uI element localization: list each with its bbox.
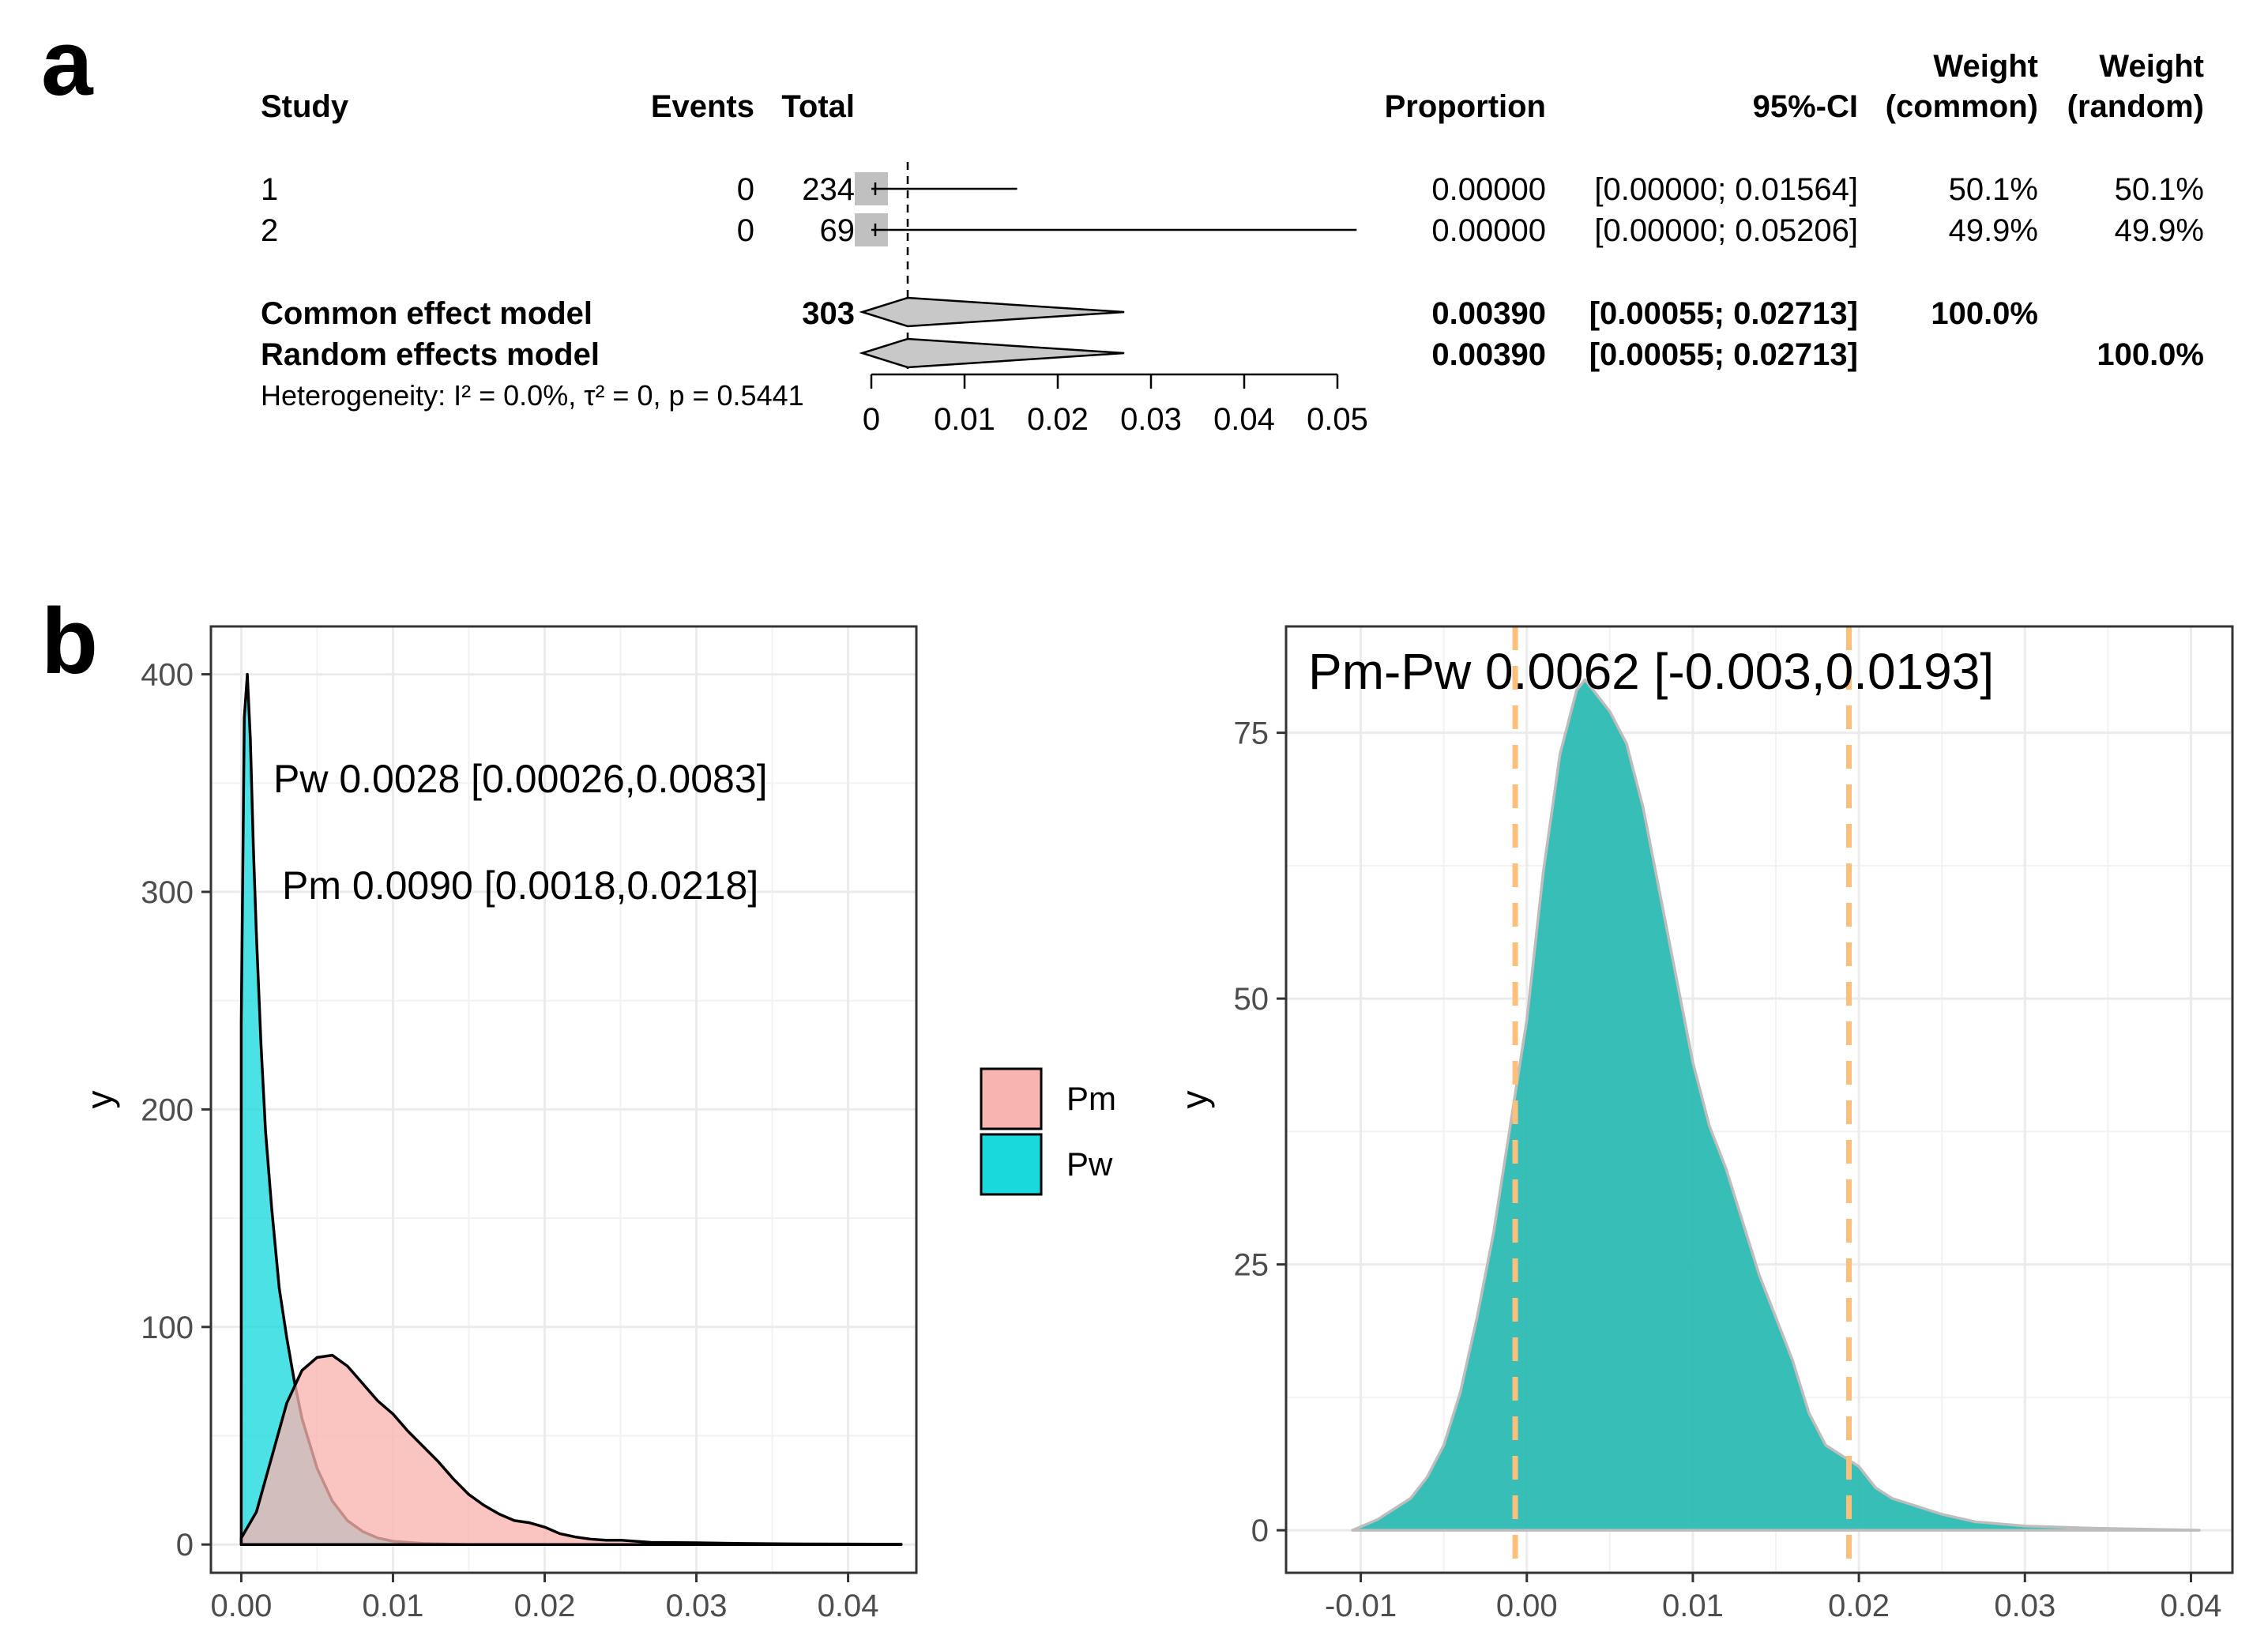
x-axis-tick-label: 0.03 xyxy=(1994,1589,2055,1623)
y-axis-tick-label: 100 xyxy=(141,1311,194,1345)
header-study: Study xyxy=(261,89,349,124)
random-model-proportion: 0.00390 xyxy=(1431,337,1546,372)
study-ci: [0.00000; 0.01564] xyxy=(1594,172,1858,207)
density-area-pm-pw xyxy=(1351,678,2201,1532)
study-ci: [0.00000; 0.05206] xyxy=(1594,213,1858,248)
y-axis-title: y xyxy=(79,1091,120,1109)
study-row: 2 0 69 0.00000 [0.00000; 0.05206] 49.9% … xyxy=(261,213,2204,248)
density-chart-left: 0.00 0.01 0.02 0.03 0.04 0 100 200 300 400 y Pw 0.0… xyxy=(79,625,918,1623)
x-axis-tick-label: 0.01 xyxy=(1662,1589,1724,1623)
x-axis-tick-label: 0.03 xyxy=(666,1589,728,1623)
header-total: Total xyxy=(781,89,855,124)
study-total: 69 xyxy=(820,213,856,248)
common-model-label: Common effect model xyxy=(261,296,592,331)
header-weight-random-bottom: (random) xyxy=(2067,89,2204,124)
header-ci: 95%-CI xyxy=(1753,89,1858,124)
x-axis-tick-label: 0.00 xyxy=(1496,1589,1558,1623)
header-weight-common-top: Weight xyxy=(1933,49,2038,84)
random-model-ci: [0.00055; 0.02713] xyxy=(1589,337,1858,372)
common-model-total: 303 xyxy=(802,296,855,331)
y-axis-tick-label: 0 xyxy=(176,1528,194,1563)
study-id: 2 xyxy=(261,213,278,248)
x-axis-tick-label: 0.02 xyxy=(1828,1589,1890,1623)
forest-axis-tick-label: 0.01 xyxy=(934,402,995,437)
header-weight-random-top: Weight xyxy=(2099,49,2204,84)
annotation-text: Pm 0.0090 [0.0018,0.0218] xyxy=(282,863,758,908)
study-proportion: 0.00000 xyxy=(1431,172,1546,207)
study-events: 0 xyxy=(737,172,754,207)
study-weight-common: 49.9% xyxy=(1949,213,2038,248)
x-axis-tick-label: 0.04 xyxy=(818,1589,879,1623)
header-proportion: Proportion xyxy=(1385,89,1546,124)
forest-plot: 0 0.01 0.02 0.03 0.04 0.05 xyxy=(855,162,1368,437)
study-proportion: 0.00000 xyxy=(1431,213,1546,248)
y-axis-tick-label: 25 xyxy=(1234,1248,1269,1283)
y-axis-tick-label: 200 xyxy=(141,1093,194,1127)
panel-a: a Study Events Total Proportion 95%-CI W… xyxy=(41,11,2204,437)
random-model-label: Random effects model xyxy=(261,337,600,372)
study-total: 234 xyxy=(802,172,855,207)
x-axis-tick-label: -0.01 xyxy=(1325,1589,1397,1623)
legend-label-pm: Pm xyxy=(1066,1080,1116,1117)
study-events: 0 xyxy=(737,213,754,248)
forest-axis-tick-label: 0.03 xyxy=(1120,402,1182,437)
y-axis-tick-label: 75 xyxy=(1234,716,1269,751)
panel-b-letter: b xyxy=(41,589,98,694)
forest-axis-tick-label: 0.02 xyxy=(1027,402,1089,437)
legend-key-pw xyxy=(980,1133,1043,1196)
legend-label-pw: Pw xyxy=(1066,1145,1113,1183)
y-axis-tick-label: 300 xyxy=(141,875,194,910)
header-weight-common-bottom: (common) xyxy=(1886,89,2038,124)
annotation-text: Pw 0.0028 [0.00026,0.0083] xyxy=(273,757,768,801)
study-weight-random: 49.9% xyxy=(2115,213,2204,248)
x-axis-tick-label: 0.00 xyxy=(210,1589,272,1623)
common-model-ci: [0.00055; 0.02713] xyxy=(1589,296,1858,331)
forest-axis-tick-label: 0.05 xyxy=(1307,402,1368,437)
study-row: 1 0 234 0.00000 [0.00000; 0.01564] 50.1%… xyxy=(261,172,2204,207)
study-id: 1 xyxy=(261,172,278,207)
plot-border xyxy=(209,625,918,1574)
x-axis-tick-label: 0.02 xyxy=(514,1589,576,1623)
plot-annotation-title: Pm-Pw 0.0062 [-0.003,0.0193] xyxy=(1308,643,1994,700)
study-weight-random: 50.1% xyxy=(2115,172,2204,207)
heterogeneity-text: Heterogeneity: I² = 0.0%, τ² = 0, p = 0.… xyxy=(261,379,804,412)
legend: Pm Pw xyxy=(980,1067,1116,1196)
forest-axis-tick-label: 0.04 xyxy=(1213,402,1275,437)
y-axis-tick-label: 50 xyxy=(1234,982,1269,1017)
header-events: Events xyxy=(651,89,754,124)
pooled-diamond xyxy=(859,337,1125,369)
y-axis-tick-label: 400 xyxy=(141,658,194,693)
x-axis-tick-label: 0.04 xyxy=(2161,1589,2222,1623)
random-model-row: Random effects model 0.00390 [0.00055; 0… xyxy=(261,337,2204,372)
pooled-diamond xyxy=(859,296,1125,328)
y-axis-title: y xyxy=(1174,1091,1215,1109)
legend-key-pm xyxy=(980,1067,1043,1130)
forest-axis-tick-label: 0 xyxy=(863,402,880,437)
plot-border xyxy=(1284,625,2234,1574)
common-model-proportion: 0.00390 xyxy=(1431,296,1546,331)
panel-a-letter: a xyxy=(41,11,94,115)
density-area-pm xyxy=(239,1353,903,1546)
y-axis-tick-label: 0 xyxy=(1251,1514,1269,1548)
study-weight-common: 50.1% xyxy=(1949,172,2038,207)
random-model-weight-random: 100.0% xyxy=(2097,337,2204,372)
common-model-weight-common: 100.0% xyxy=(1931,296,2038,331)
density-chart-right: -0.01 0.00 0.01 0.02 0.03 0.04 0 25 50 75 y Pm-Pw 0… xyxy=(1174,625,2234,1623)
common-model-row: Common effect model 303 0.00390 [0.00055… xyxy=(261,296,2038,331)
x-axis-tick-label: 0.01 xyxy=(363,1589,424,1623)
